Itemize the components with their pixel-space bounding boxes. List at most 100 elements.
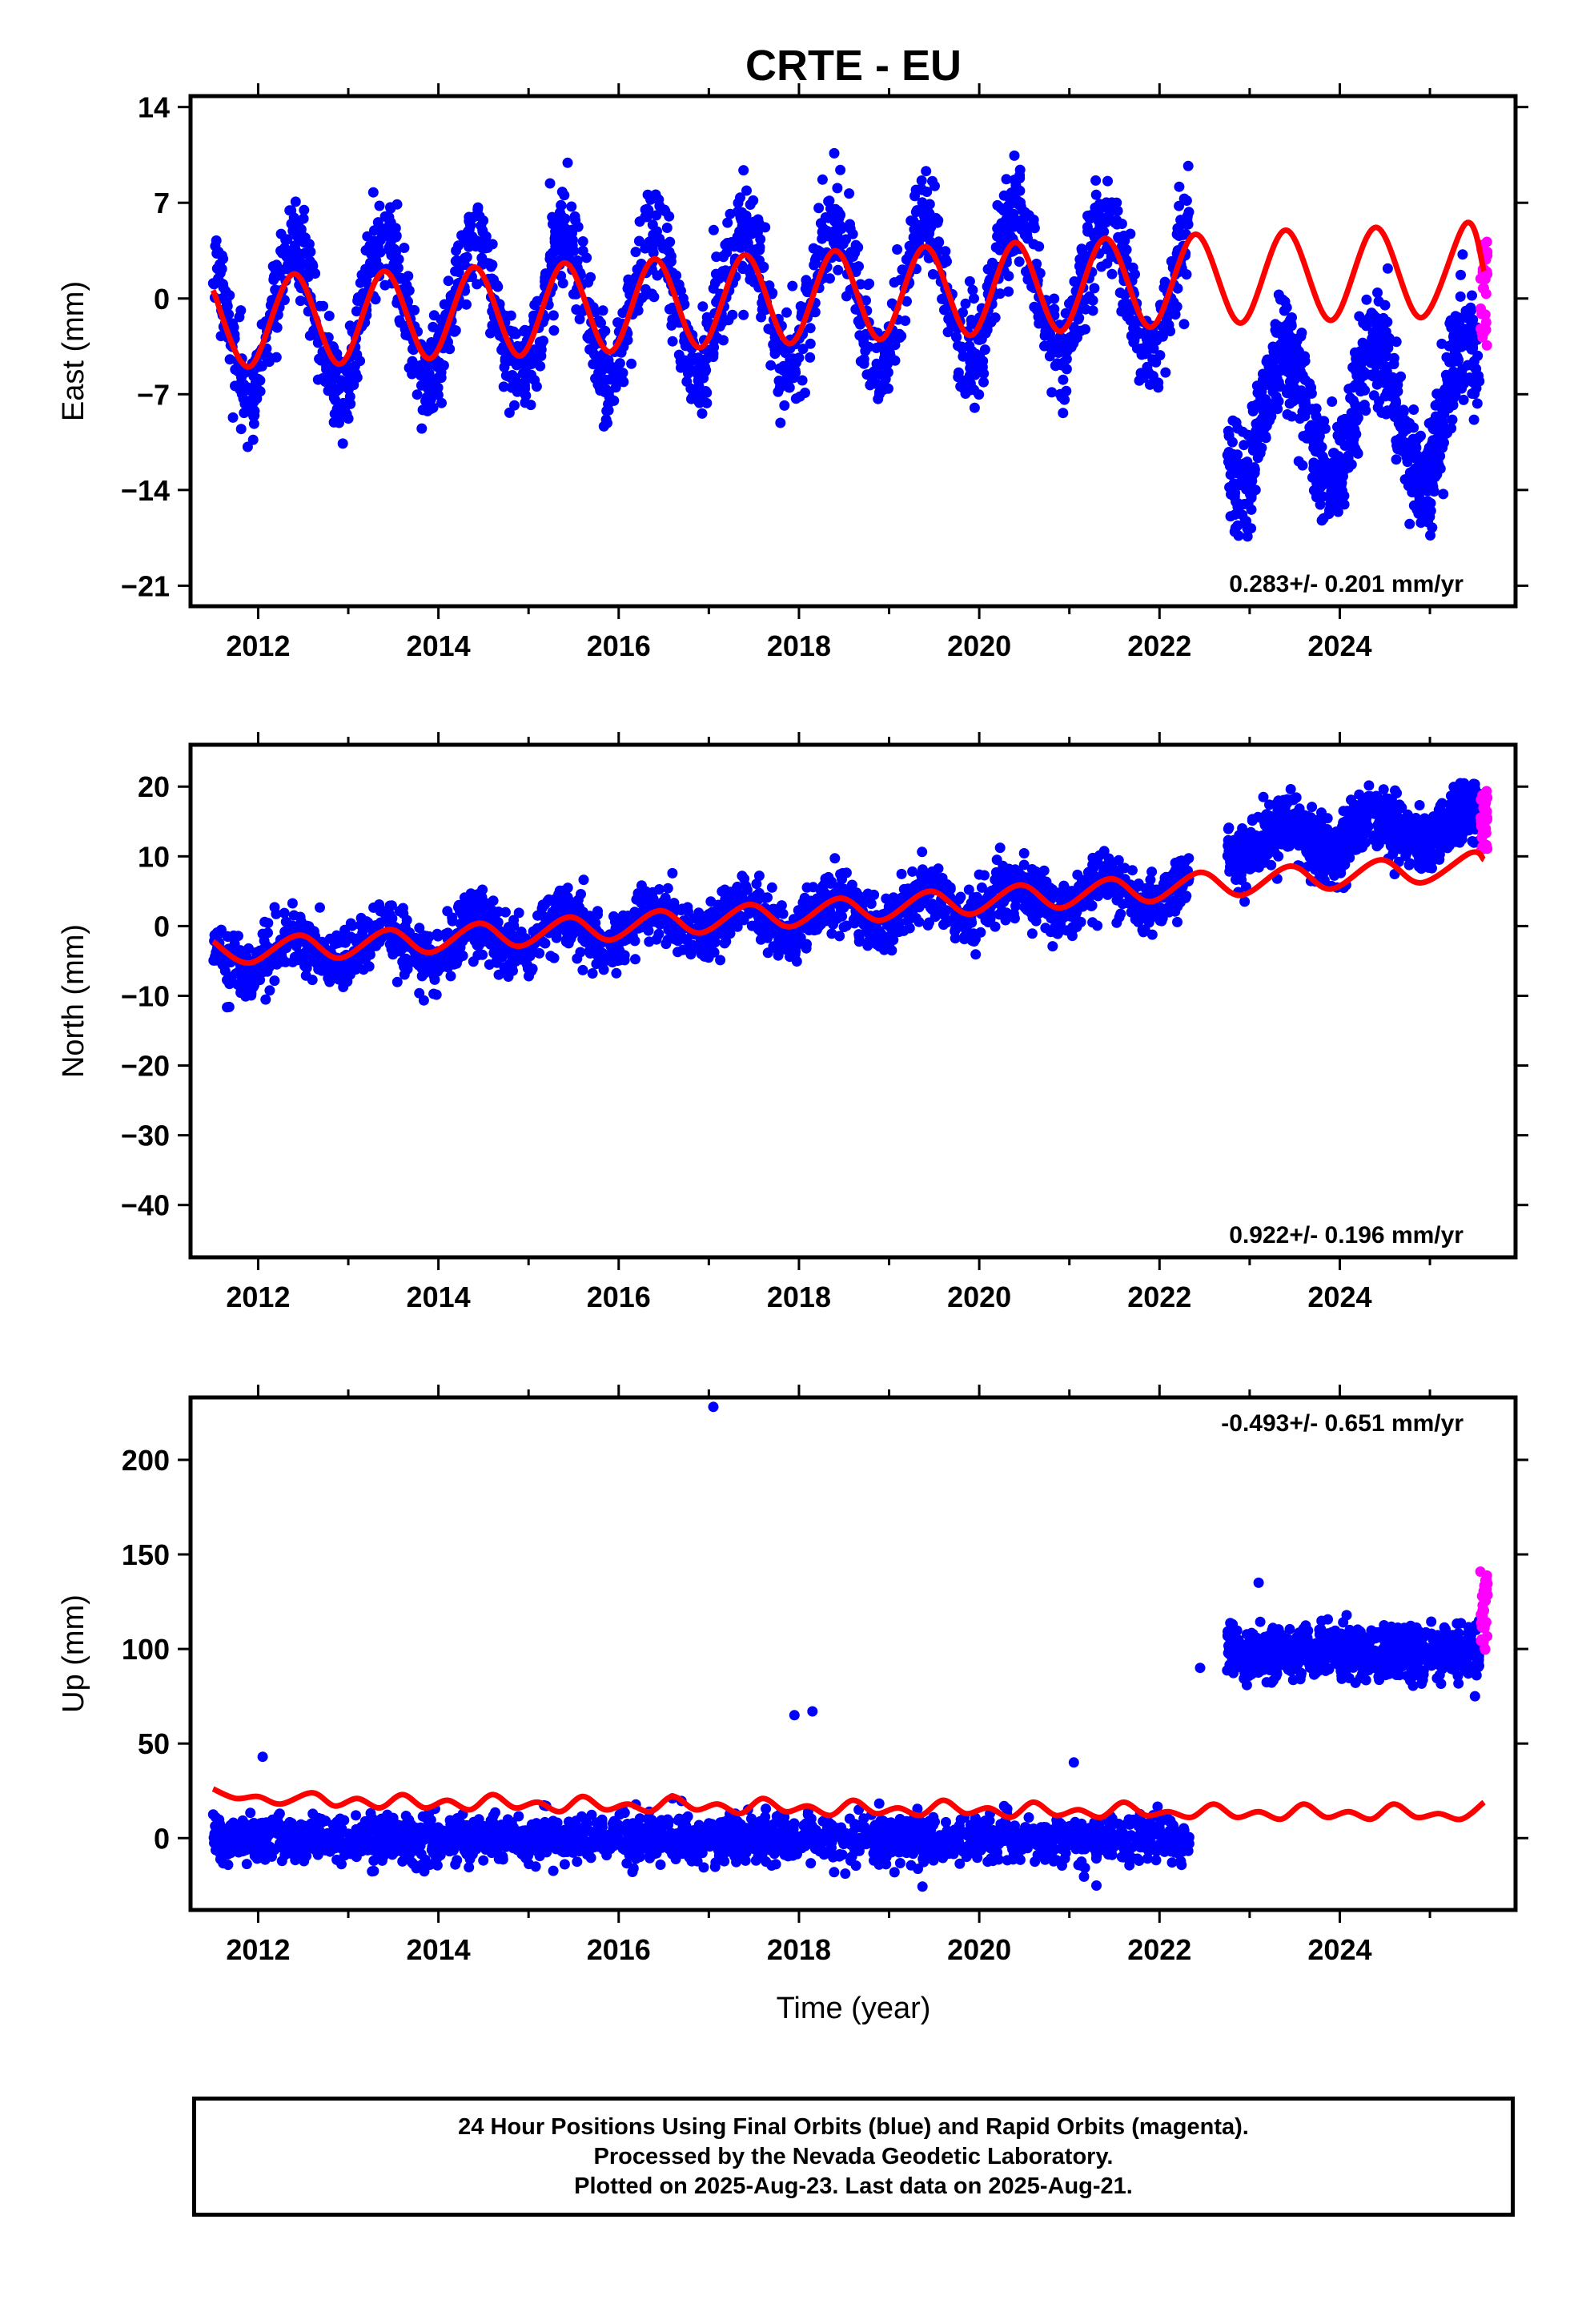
east-final-point-825 [964, 275, 975, 287]
east-final-point-1952 [681, 376, 693, 387]
north-final-point-1736 [392, 946, 404, 957]
east-final-point-1898 [352, 296, 363, 306]
north-final-point-1874 [1040, 923, 1051, 934]
north-final-point-1599 [990, 921, 1001, 932]
east-final-late-point-660 [1261, 404, 1272, 416]
east-final-point-1754 [217, 279, 227, 290]
east-ytick-label-5: −21 [121, 569, 170, 602]
east-final-point-2023 [505, 310, 516, 321]
north-final-point-1681 [257, 928, 268, 939]
x-axis-title: Time (year) [777, 1992, 931, 2025]
chart-title: CRTE - EU [745, 42, 962, 90]
east-final-point-635 [800, 388, 810, 398]
east-final-point-1973 [813, 203, 825, 214]
north-final-point-1811 [990, 875, 1001, 885]
east-final-point-1906 [752, 223, 763, 234]
east-final-point-1724 [1160, 367, 1171, 378]
north-final-point-1897 [465, 894, 476, 905]
east-final-late-point-884 [1227, 448, 1239, 460]
east-final-point-528 [399, 243, 410, 253]
east-final-point-1201 [882, 359, 893, 370]
east-final-point-0 [227, 412, 239, 423]
east-final-point-1955 [1148, 343, 1159, 354]
east-final-late-point-519 [1252, 452, 1263, 464]
east-final-point-1706 [909, 222, 921, 233]
east-final-late-point-775 [1250, 485, 1261, 496]
east-final-point-2021 [850, 239, 861, 251]
north-final-point-1619 [653, 928, 665, 939]
east-final-point-1865 [500, 353, 511, 364]
east-final-point-893 [235, 424, 247, 435]
east-final-late-point-598 [1359, 400, 1370, 411]
east-final-late-point-851 [1389, 412, 1400, 423]
north-final-point-1722 [710, 928, 721, 939]
east-final-late-point-781 [1405, 473, 1416, 485]
east-final-late-point-777 [1438, 400, 1449, 412]
east-final-late-point-361 [1467, 290, 1477, 301]
east-final-late-point-869 [1320, 456, 1331, 468]
north-final-point-882 [1145, 875, 1156, 886]
north-final-point-1448 [896, 868, 907, 879]
north-final-point-1505 [773, 903, 785, 915]
east-final-point-1337 [956, 341, 967, 352]
east-final-late-point-887 [1442, 374, 1453, 385]
east-final-late-point-492 [1391, 454, 1402, 465]
north-final-point-1771 [1032, 898, 1043, 909]
east-final-late-point-522 [1295, 331, 1307, 342]
east-final-point-1522 [659, 204, 670, 215]
east-final-point-1780 [487, 239, 498, 250]
east-final-point-1826 [610, 368, 621, 380]
east-final-late-point-482 [1438, 489, 1449, 500]
east-final-point-1463 [428, 310, 440, 321]
east-final-point-1125 [498, 381, 509, 392]
east-final-point-1878 [618, 376, 629, 388]
east-final-point-1190 [248, 418, 259, 429]
north-final-point-1454 [925, 903, 936, 914]
east-final-late-point-833 [1391, 397, 1402, 408]
east-final-point-1945 [263, 356, 275, 368]
east-final-point-930 [805, 338, 816, 349]
east-final-point-811 [548, 325, 560, 336]
east-final-point-1435 [536, 339, 547, 350]
east-final-point-41 [1060, 308, 1071, 319]
east-final-point-1229 [535, 360, 546, 372]
east-final-point-2019 [283, 259, 294, 270]
east-final-late-point-885 [1423, 478, 1434, 489]
north-final-point-434 [269, 975, 280, 987]
east-rapid-point-15 [1476, 303, 1486, 314]
north-final-point-337 [345, 918, 356, 929]
east-final-point-1583 [566, 201, 577, 212]
east-final-late-point-721 [1272, 404, 1283, 415]
east-final-late-point-875 [1382, 387, 1393, 398]
east-final-point-481 [323, 311, 335, 321]
east-final-point-1985 [653, 194, 665, 205]
east-final-late-point-529 [1239, 440, 1250, 451]
east-final-point-1356 [511, 328, 521, 340]
east-final-point-1738 [512, 386, 523, 397]
north-final-point-1717 [1140, 883, 1151, 894]
east-final-point-45 [916, 175, 927, 186]
east-final-point-2013 [1008, 221, 1019, 232]
east-final-late-point-871 [1372, 402, 1383, 413]
north-final-point-1401 [721, 936, 732, 947]
east-ytick-label-3: −7 [137, 378, 170, 411]
east-final-late-point-435 [1447, 414, 1458, 425]
east-final-point-1621 [687, 352, 697, 363]
east-final-point-1827 [994, 244, 1006, 255]
east-final-point-1705 [563, 227, 574, 239]
north-final-point-979 [592, 906, 603, 917]
east-final-point-1682 [667, 314, 678, 325]
north-final-point-1315 [597, 947, 608, 959]
east-final-point-1880 [900, 316, 911, 326]
east-final-late-point-845 [1247, 400, 1258, 412]
north-final-point-1679 [472, 939, 483, 951]
east-final-point-1956 [255, 386, 266, 397]
east-final-point-1255 [408, 360, 419, 372]
east-final-point-2054 [1136, 343, 1147, 354]
east-final-point-1877 [1054, 388, 1066, 400]
east-final-point-2044 [692, 368, 703, 380]
east-final-point-1923 [557, 278, 568, 289]
east-final-late-point-713 [1430, 400, 1441, 411]
east-rapid-point-26 [1477, 283, 1488, 294]
